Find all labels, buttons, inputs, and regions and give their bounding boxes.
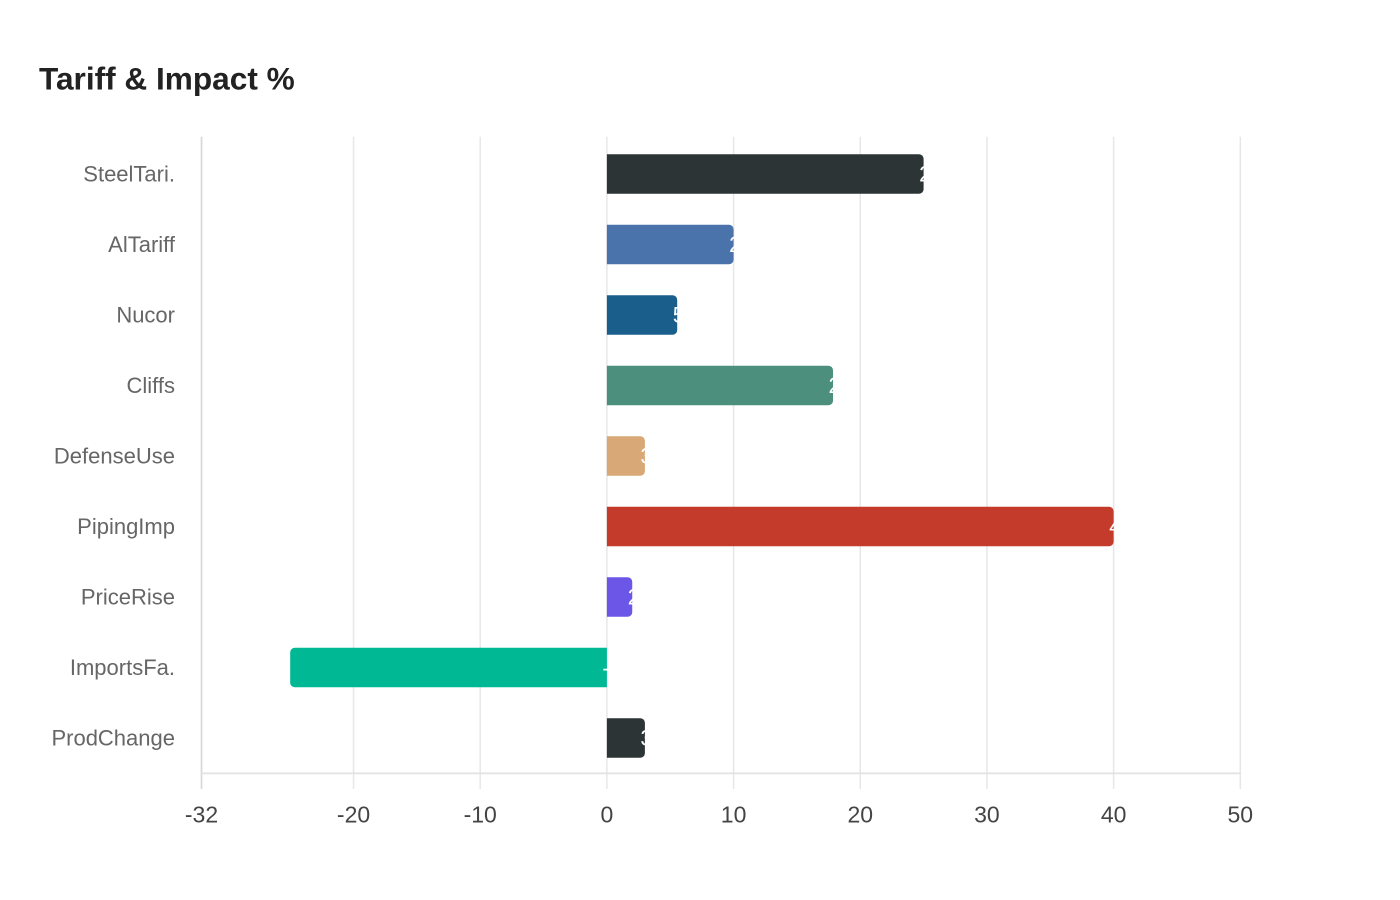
svg-text:3: 3 bbox=[640, 444, 652, 469]
svg-text:PipingImp: PipingImp bbox=[77, 514, 175, 539]
svg-text:ProdChange: ProdChange bbox=[51, 726, 175, 751]
svg-text:SteelTari.: SteelTari. bbox=[83, 162, 175, 187]
svg-text:2: 2 bbox=[829, 373, 841, 398]
svg-text:DefenseUse: DefenseUse bbox=[54, 444, 175, 469]
svg-text:10: 10 bbox=[721, 802, 747, 828]
svg-text:2: 2 bbox=[729, 232, 741, 257]
svg-text:PriceRise: PriceRise bbox=[81, 585, 175, 610]
svg-text:40: 40 bbox=[1101, 802, 1127, 828]
svg-text:Nucor: Nucor bbox=[116, 303, 175, 328]
svg-text:0: 0 bbox=[601, 802, 614, 828]
svg-text:-25: -25 bbox=[602, 656, 634, 681]
svg-text:20: 20 bbox=[847, 802, 873, 828]
svg-text:2: 2 bbox=[628, 585, 640, 610]
svg-text:AlTariff: AlTariff bbox=[108, 232, 176, 257]
svg-text:25: 25 bbox=[919, 162, 943, 187]
svg-text:Cliffs: Cliffs bbox=[127, 373, 176, 398]
svg-text:3: 3 bbox=[640, 726, 652, 751]
svg-text:30: 30 bbox=[974, 802, 1000, 828]
svg-text:-20: -20 bbox=[337, 802, 370, 828]
svg-text:Tariff & Impact %: Tariff & Impact % bbox=[39, 60, 295, 96]
svg-text:40: 40 bbox=[1109, 514, 1133, 539]
svg-text:ImportsFa.: ImportsFa. bbox=[70, 655, 175, 680]
svg-text:50: 50 bbox=[1228, 802, 1254, 828]
svg-text:-10: -10 bbox=[464, 802, 497, 828]
svg-text:-32: -32 bbox=[185, 802, 218, 828]
svg-text:5.5: 5.5 bbox=[673, 303, 704, 328]
